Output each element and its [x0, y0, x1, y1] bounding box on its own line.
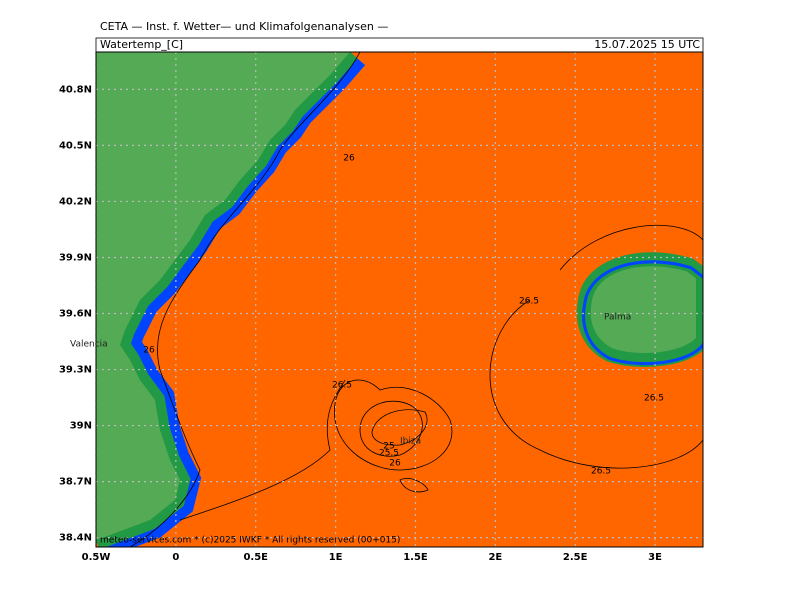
map-area — [96, 52, 703, 547]
y-tick-label: 39.6N — [59, 309, 92, 320]
contour-line — [334, 379, 453, 471]
mallorca-band — [582, 260, 703, 366]
land-mallorca — [576, 252, 703, 367]
y-tick-label: 39.3N — [59, 365, 92, 376]
place-label: Valencia — [70, 340, 108, 350]
land-spain — [96, 52, 350, 540]
contour-label: 25 — [383, 442, 394, 452]
y-tick-label: 38.7N — [59, 477, 92, 488]
contour-label: 26.5 — [644, 394, 664, 404]
x-tick-label: 3E — [648, 552, 662, 563]
x-tick-label: 2E — [488, 552, 502, 563]
contour-line — [359, 400, 423, 457]
y-tick-label: 40.5N — [59, 140, 92, 151]
y-tick-label: 40.8N — [59, 84, 92, 95]
x-tick-label: 1.5E — [403, 552, 428, 563]
x-tick-label: 0.5E — [243, 552, 268, 563]
map-frame — [95, 51, 704, 548]
variable-label: Watertemp_[C] — [100, 38, 183, 51]
header-title: CETA — Inst. f. Wetter— und Klimafolgena… — [100, 20, 388, 33]
datetime-label: 15.07.2025 15 UTC — [594, 38, 700, 51]
contour-label: 26 — [389, 459, 401, 469]
contour-label: 25.5 — [379, 449, 399, 459]
contour-label: 26 — [343, 154, 355, 164]
contour-line — [489, 299, 703, 469]
y-tick-label: 38.4N — [59, 533, 92, 544]
x-tick-label: 2.5E — [563, 552, 588, 563]
y-tick-label: 39.9N — [59, 252, 92, 263]
footer: meteo-services.com * (c)2025 IWKF * All … — [100, 536, 400, 546]
y-tick-label: 39N — [70, 421, 92, 432]
place-label: Palma — [604, 313, 631, 323]
place-label: Ibiza — [400, 437, 421, 447]
y-tick-label: 40.2N — [59, 196, 92, 207]
contour-line — [129, 52, 361, 547]
x-tick-label: 0.5W — [82, 552, 111, 563]
contour-label: 26 — [143, 346, 155, 356]
contour-label: 26.5 — [519, 297, 539, 307]
formentera-coast — [399, 478, 429, 493]
x-tick-label: 0 — [172, 552, 179, 563]
ibiza-coast — [371, 409, 428, 446]
contour-label: 26.5 — [591, 467, 611, 477]
x-tick-label: 1E — [329, 552, 343, 563]
contour-line — [559, 224, 703, 271]
contour-label: 26.5 — [332, 381, 352, 391]
